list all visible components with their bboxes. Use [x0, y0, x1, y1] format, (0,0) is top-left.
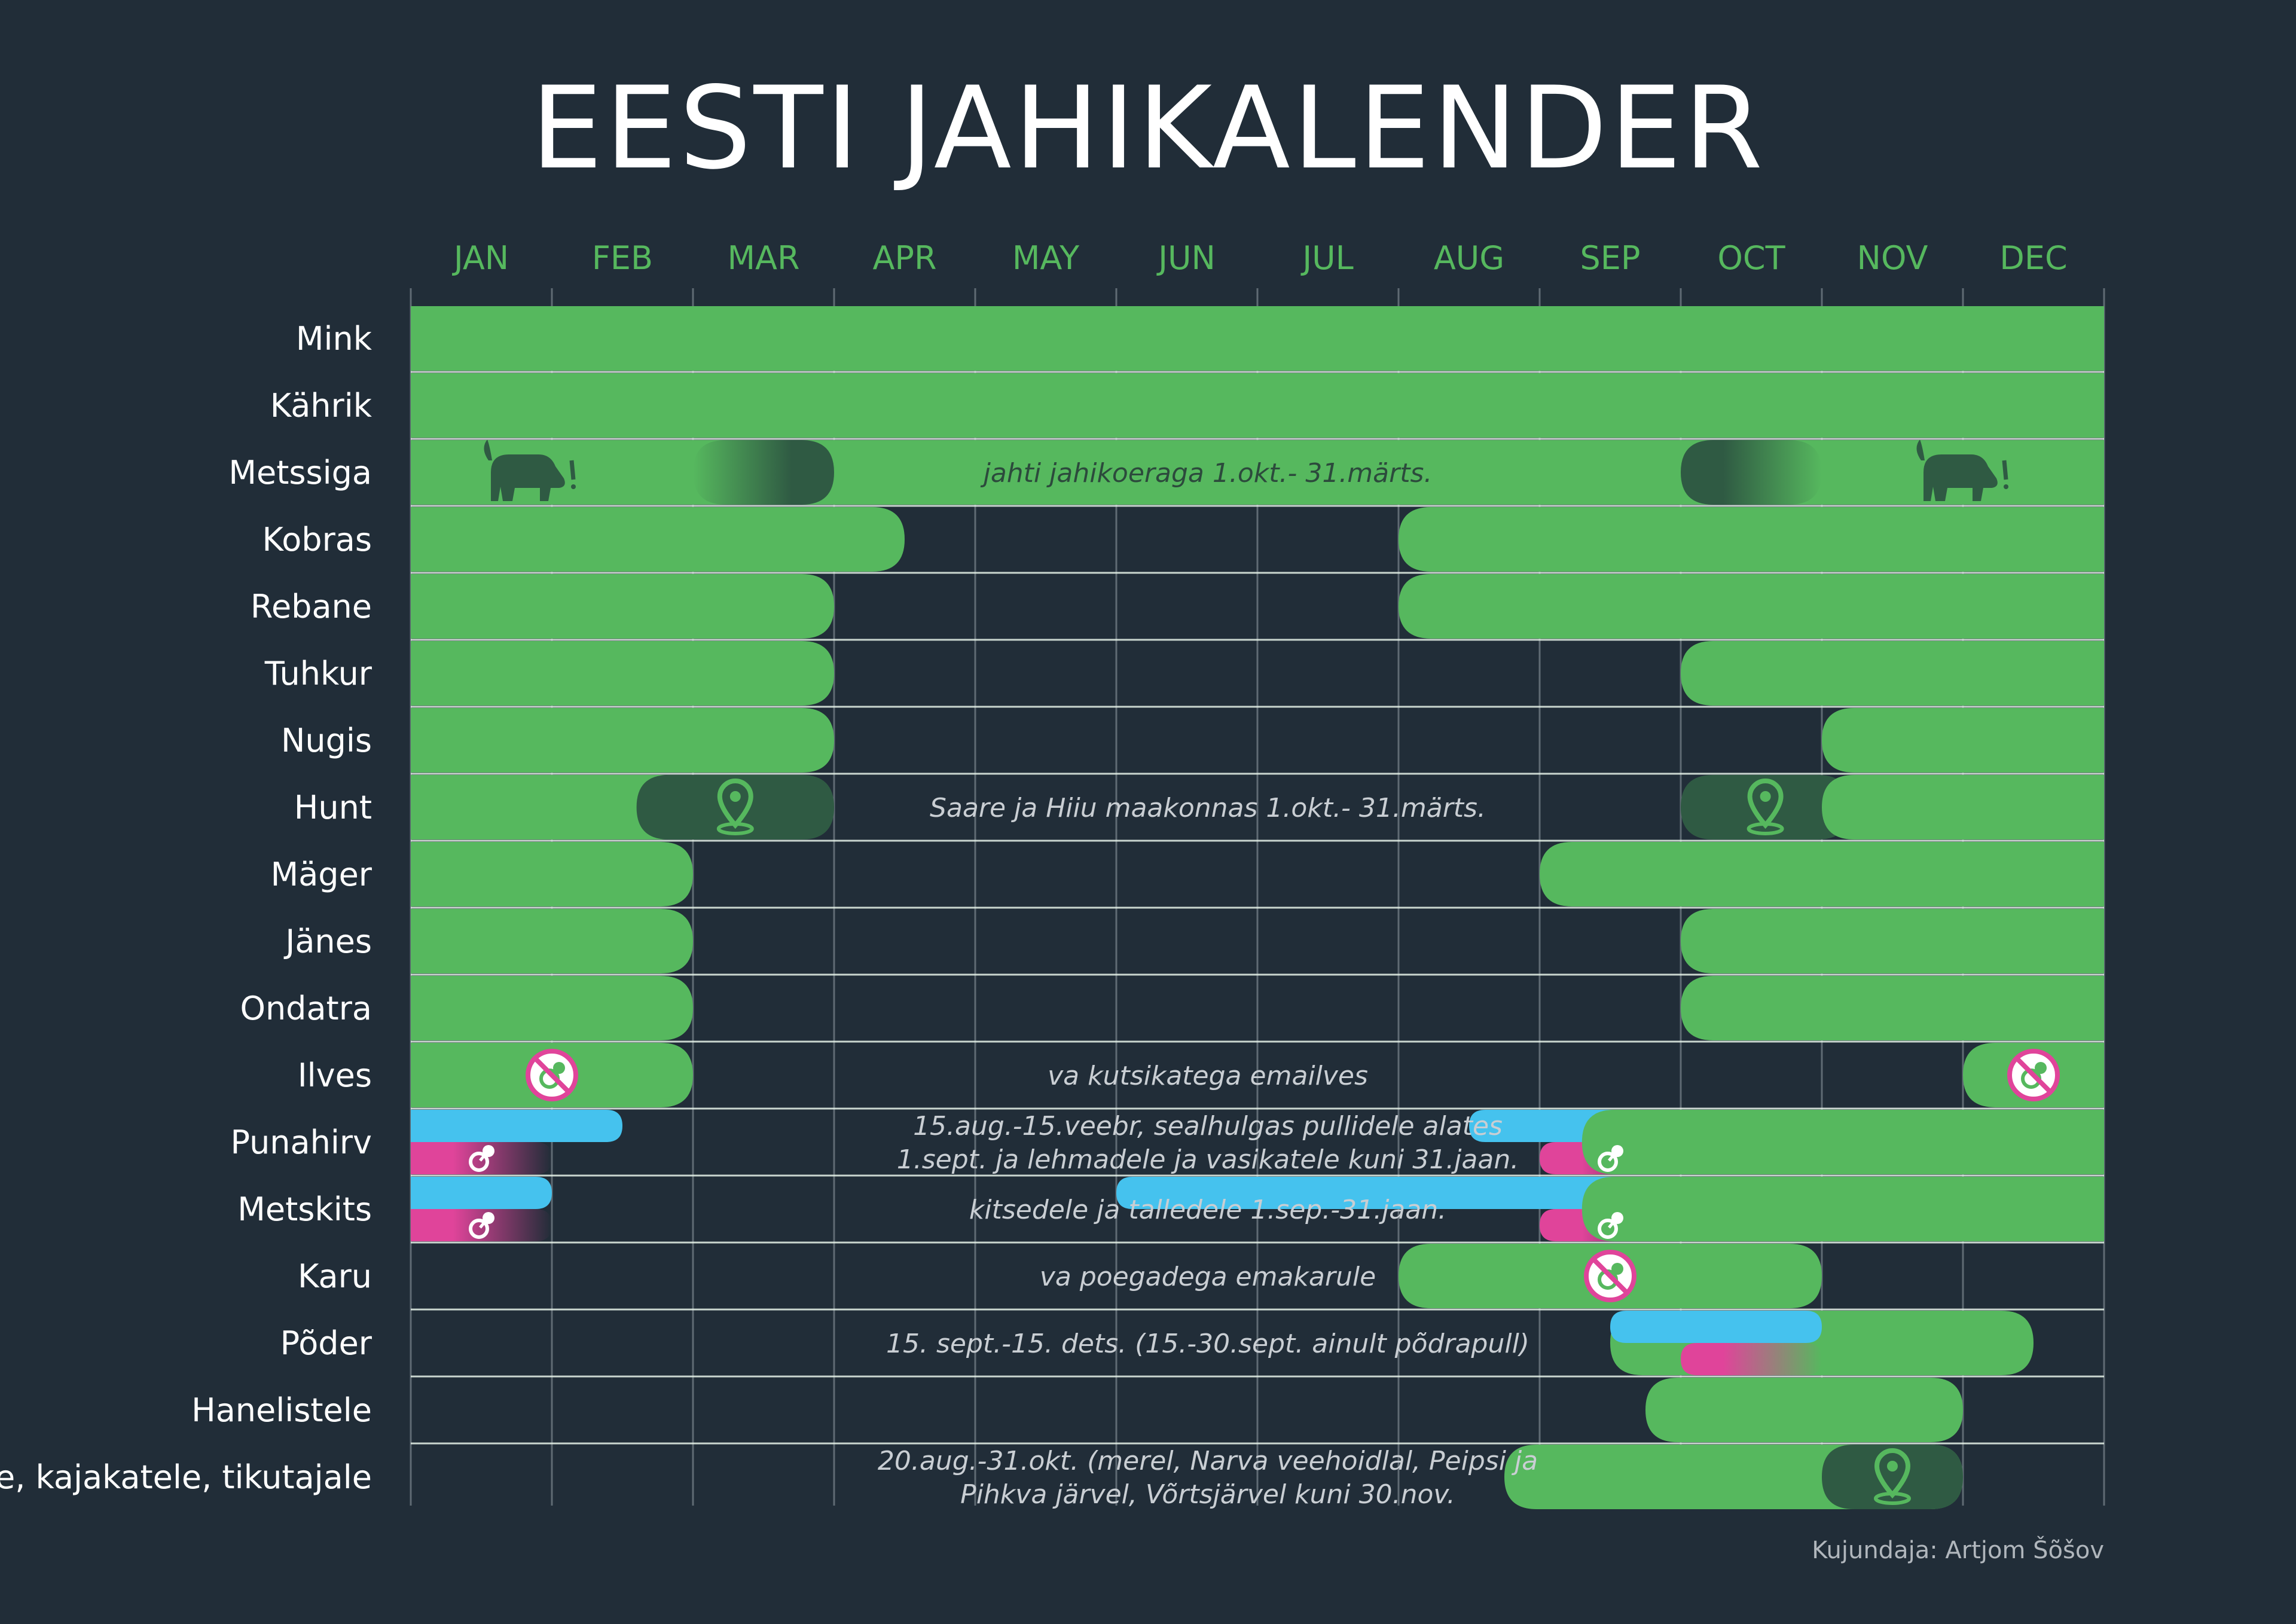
month-label-feb: FEB	[592, 239, 653, 277]
season-bar-nugis-1	[1822, 708, 2104, 773]
location-pin-icon	[716, 779, 754, 835]
month-label-sep: SEP	[1580, 239, 1641, 277]
no-young-icon	[1584, 1250, 1636, 1302]
season-bar-metssiga-1	[693, 440, 834, 505]
no-young-icon	[2007, 1049, 2060, 1101]
row-label-hunt: Hunt	[294, 789, 372, 826]
pacifier-icon	[1598, 1212, 1623, 1239]
row-label-mager: Mäger	[271, 856, 373, 893]
row-label-tuhkur: Tuhkur	[264, 655, 373, 692]
season-bar-hunt-2	[1681, 775, 1851, 840]
hunting-dog-icon	[484, 439, 576, 501]
row-label-partlastele-laugule-kajakatele-tikutajale: Partlastele, laugule, kajakatele, tikuta…	[0, 1458, 372, 1496]
row-label-hanelistele: Hanelistele	[191, 1391, 372, 1429]
season-bar-hunt-3	[1822, 775, 2104, 840]
season-bar-metskits-0	[411, 1177, 552, 1209]
season-bar-hunt-0	[411, 775, 693, 840]
season-bar-tuhkur-0	[411, 641, 834, 706]
row-note-punahirv: 15.aug.-15.veebr, sealhulgas pullidele a…	[913, 1111, 1503, 1141]
location-pin-icon	[1874, 1448, 1911, 1505]
credit-text: Kujundaja: Artjom Šõšov	[1812, 1536, 2104, 1564]
pacifier-icon	[469, 1145, 494, 1172]
season-bar-punahirv-0	[411, 1110, 622, 1142]
hunting-dog-icon	[1916, 439, 2008, 501]
season-bar-partlastele-laugule-kajakatele-tikutajale-1	[1822, 1445, 1963, 1509]
season-bar-ondatra-0	[411, 976, 693, 1040]
row-note-partlastele-laugule-kajakatele-tikutajale: 20.aug.-31.okt. (merel, Narva veehoidlal…	[878, 1446, 1538, 1476]
season-bar-kobras-1	[1399, 507, 2104, 572]
month-label-jun: JUN	[1156, 239, 1216, 277]
row-label-mink: Mink	[296, 320, 373, 358]
no-young-icon	[526, 1049, 578, 1101]
row-note-partlastele-laugule-kajakatele-tikutajale: Pihkva järvel, Võrtsjärvel kuni 30.nov.	[960, 1479, 1455, 1510]
row-note-karu: va poegadega emakarule	[1040, 1262, 1376, 1292]
pacifier-icon	[1598, 1145, 1623, 1172]
row-label-punahirv: Punahirv	[230, 1124, 372, 1161]
season-bar-hanelistele-0	[1645, 1378, 1963, 1442]
season-bar-janes-0	[411, 909, 693, 973]
season-bar-hunt-1	[636, 775, 834, 840]
month-label-may: MAY	[1012, 239, 1080, 277]
pacifier-icon	[469, 1212, 494, 1239]
season-bar-mager-0	[411, 842, 693, 906]
month-label-nov: NOV	[1857, 239, 1928, 277]
row-label-kobras: Kobras	[262, 521, 372, 558]
row-label-kahrik: Kährik	[270, 387, 373, 425]
season-bar-metskits-4	[1581, 1177, 2104, 1241]
row-note-poder: 15. sept.-15. dets. (15.-30.sept. ainult…	[886, 1329, 1529, 1359]
month-label-mar: MAR	[727, 239, 799, 277]
season-bar-kobras-0	[411, 507, 905, 572]
month-label-dec: DEC	[1999, 239, 2067, 277]
row-label-ondatra: Ondatra	[240, 990, 372, 1027]
month-label-aug: AUG	[1434, 239, 1504, 277]
month-label-apr: APR	[872, 239, 936, 277]
row-label-metskits: Metskits	[237, 1190, 372, 1228]
month-label-oct: OCT	[1717, 239, 1785, 277]
month-label-jan: JAN	[452, 239, 509, 277]
month-label-jul: JUL	[1300, 239, 1354, 277]
season-bar-rebane-1	[1399, 574, 2104, 639]
row-label-rebane: Rebane	[251, 588, 372, 625]
season-bar-nugis-0	[411, 708, 834, 773]
row-note-hunt: Saare ja Hiiu maakonnas 1.okt.- 31.märts…	[930, 793, 1486, 823]
row-note-punahirv: 1.sept. ja lehmadele ja vasikatele kuni …	[897, 1144, 1519, 1175]
row-label-karu: Karu	[298, 1257, 372, 1295]
row-label-metssiga: Metssiga	[228, 454, 372, 492]
season-bar-ondatra-1	[1681, 976, 2104, 1040]
season-bar-metssiga-2	[1681, 440, 1822, 505]
row-note-ilves: va kutsikatega emailves	[1048, 1061, 1368, 1091]
season-bar-poder-1	[1610, 1311, 1822, 1343]
row-note-metssiga: jahti jahikoeraga 1.okt.- 31.märts.	[981, 458, 1433, 489]
chart-title: EESTI JAHIKALENDER	[530, 62, 1766, 194]
season-bar-rebane-0	[411, 574, 834, 639]
season-bar-tuhkur-1	[1681, 641, 2104, 706]
season-bar-kahrik-0	[411, 373, 2104, 438]
season-bar-metssiga-0	[411, 440, 2104, 505]
row-label-poder: Põder	[280, 1324, 373, 1362]
season-bar-mager-1	[1540, 842, 2104, 906]
season-bar-janes-1	[1681, 909, 2104, 973]
row-note-metskits: kitsedele ja talledele 1.sep.-31.jaan.	[969, 1195, 1446, 1225]
row-label-nugis: Nugis	[281, 722, 372, 759]
season-bar-mink-0	[411, 306, 2104, 371]
row-label-janes: Jänes	[283, 923, 372, 960]
row-label-ilves: Ilves	[298, 1057, 372, 1094]
location-pin-icon	[1747, 779, 1784, 835]
season-bar-punahirv-4	[1581, 1110, 2104, 1174]
season-bar-poder-2	[1681, 1343, 1822, 1375]
